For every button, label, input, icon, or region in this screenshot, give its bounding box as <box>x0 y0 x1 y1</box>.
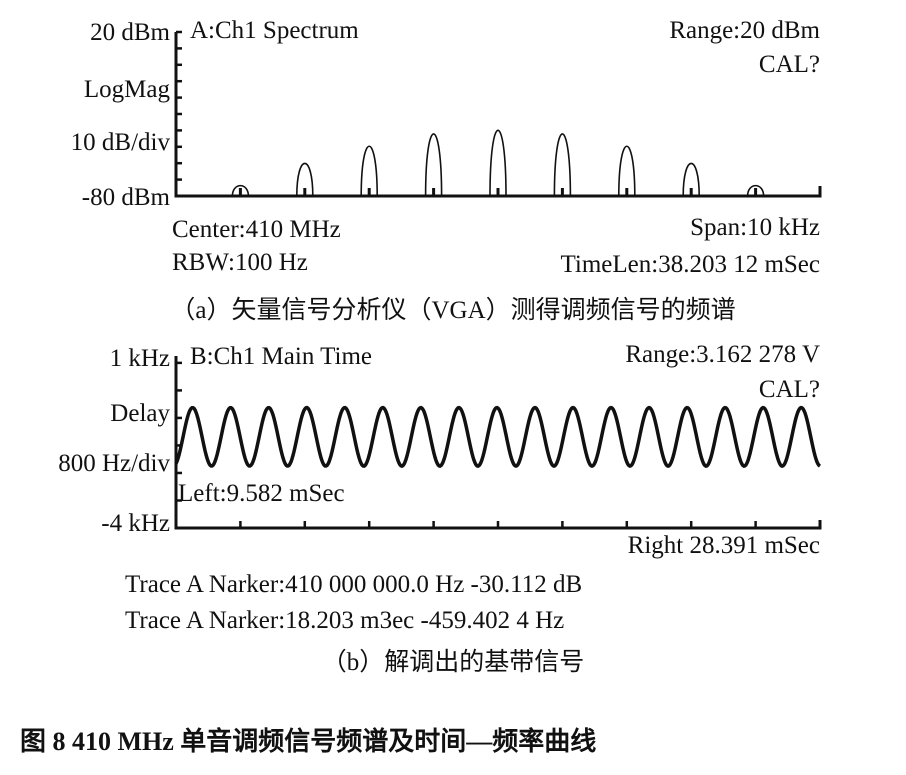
spectrum-span: Span:10 kHz <box>690 214 820 241</box>
spectrum-axis-lines <box>174 32 822 198</box>
spectrum-peak <box>618 145 636 197</box>
spectrum-peak <box>360 145 378 197</box>
spectrum-peak-marker <box>689 188 693 196</box>
time-plot: 1 kHz Delay 800 Hz/div -4 kHz B:Ch1 Main… <box>58 341 822 676</box>
spectrum-trace <box>231 129 765 197</box>
caption-b: （b）解调出的基带信号 <box>322 648 585 676</box>
time-right-label: Right 28.391 mSec <box>628 532 820 559</box>
time-left-label: Left:9.582 mSec <box>178 480 345 507</box>
time-range: Range:3.162 278 V <box>625 341 820 368</box>
spectrum-timelen: TimeLen:38.203 12 mSec <box>561 251 821 278</box>
figure-caption: 图 8 410 MHz 单音调频信号频谱及时间—频率曲线 <box>20 726 596 756</box>
time-cal: CAL? <box>759 376 820 403</box>
marker-line-1: Trace A Narker:410 000 000.0 Hz -30.112 … <box>125 571 582 598</box>
spectrum-range: Range:20 dBm <box>669 17 820 44</box>
spectrum-peak <box>231 184 250 197</box>
spectrum-peak-marker <box>367 188 371 196</box>
spectrum-y-scale-label: LogMag <box>84 76 171 103</box>
spectrum-y-div-label: 10 dB/div <box>71 129 171 156</box>
time-waveform <box>174 405 822 469</box>
spectrum-peak-marker <box>754 188 758 196</box>
spectrum-peak <box>424 133 443 197</box>
time-y-bottom-label: -4 kHz <box>101 510 170 537</box>
spectrum-peak-marker <box>238 188 242 196</box>
spectrum-axes <box>174 30 822 198</box>
spectrum-plot: 20 dBm LogMag 10 dB/div -80 dBm A:Ch1 Sp… <box>71 17 822 324</box>
spectrum-peak-marker <box>560 188 564 196</box>
time-axes <box>174 356 822 530</box>
spectrum-peak-marker <box>303 188 307 196</box>
spectrum-peak <box>746 184 765 197</box>
caption-a: （a）矢量信号分析仪（VGA）测得调频信号的频谱 <box>170 296 735 324</box>
spectrum-peak <box>682 162 700 197</box>
spectrum-peak <box>489 129 507 197</box>
spectrum-title: A:Ch1 Spectrum <box>190 17 359 44</box>
spectrum-peak <box>296 162 314 197</box>
spectrum-y-top-label: 20 dBm <box>90 19 170 46</box>
spectrum-peak-marker <box>432 188 436 196</box>
marker-line-2: Trace A Narker:18.203 m3ec -459.402 4 Hz <box>125 607 564 634</box>
spectrum-rbw: RBW:100 Hz <box>172 249 308 276</box>
time-y-div-label: 800 Hz/div <box>58 450 170 477</box>
spectrum-peak-marker <box>496 188 500 196</box>
spectrum-peak-marker <box>625 188 629 196</box>
time-trace <box>174 405 822 469</box>
spectrum-center: Center:410 MHz <box>172 216 341 243</box>
time-y-top-label: 1 kHz <box>110 345 170 372</box>
spectrum-peak <box>553 133 572 197</box>
spectrum-cal: CAL? <box>759 51 820 78</box>
time-title: B:Ch1 Main Time <box>190 343 372 370</box>
time-y-scale-label: Delay <box>110 400 170 427</box>
spectrum-y-bottom-label: -80 dBm <box>82 184 171 211</box>
